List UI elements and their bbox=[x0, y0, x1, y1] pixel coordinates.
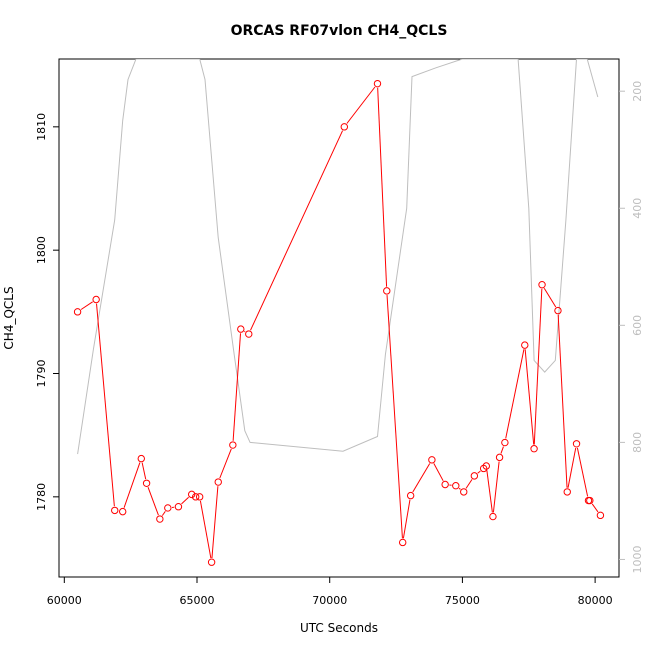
series-segment bbox=[533, 288, 543, 445]
series-segment bbox=[386, 295, 403, 539]
series-segment bbox=[232, 333, 242, 441]
data-point bbox=[195, 493, 204, 501]
series-segment bbox=[346, 86, 376, 124]
plot-frame bbox=[58, 58, 620, 578]
data-point bbox=[495, 453, 504, 462]
data-point bbox=[441, 480, 449, 489]
y2-tick-label: 400 bbox=[631, 198, 644, 219]
data-point bbox=[174, 503, 183, 511]
series-segment bbox=[199, 500, 212, 559]
series-segment bbox=[576, 447, 589, 497]
data-point bbox=[142, 479, 151, 487]
data-point bbox=[482, 462, 490, 470]
data-point bbox=[572, 440, 581, 448]
data-point bbox=[237, 325, 245, 333]
series-segment bbox=[477, 470, 481, 474]
data-point bbox=[111, 506, 119, 515]
data-point bbox=[406, 491, 415, 500]
series-segment bbox=[250, 130, 344, 331]
y-tick-label: 1790 bbox=[35, 360, 48, 388]
x-axis-label: UTC Seconds bbox=[300, 621, 378, 635]
x-tick-label: 70000 bbox=[312, 594, 347, 607]
series-segment bbox=[141, 462, 147, 480]
series-segment bbox=[591, 503, 599, 513]
series-layer bbox=[73, 59, 605, 566]
y-tick-label: 1800 bbox=[35, 236, 48, 264]
series-segment bbox=[80, 301, 93, 310]
data-point bbox=[501, 438, 509, 447]
y2-tick-label: 800 bbox=[631, 432, 644, 453]
data-point bbox=[489, 512, 497, 521]
data-point bbox=[554, 306, 562, 315]
series-segment bbox=[96, 303, 115, 507]
data-point bbox=[428, 456, 436, 464]
data-point bbox=[73, 308, 82, 316]
chart-title: ORCAS RF07vlon CH4_QCLS bbox=[231, 23, 448, 39]
data-point bbox=[538, 281, 546, 289]
y-axis-label: CH4_QCLS bbox=[2, 286, 16, 349]
data-point bbox=[563, 488, 571, 496]
data-point bbox=[164, 504, 172, 512]
data-point bbox=[452, 482, 460, 490]
data-point bbox=[207, 558, 216, 566]
x-tick-label: 60000 bbox=[47, 594, 82, 607]
series-segment bbox=[123, 462, 141, 508]
data-point bbox=[137, 454, 145, 463]
data-point bbox=[92, 295, 100, 304]
series-segment bbox=[505, 349, 525, 439]
series-segment bbox=[465, 479, 473, 489]
data-point bbox=[398, 538, 407, 547]
data-point bbox=[383, 287, 391, 295]
data-point bbox=[118, 507, 127, 516]
series-segment bbox=[147, 487, 159, 516]
data-point bbox=[214, 478, 222, 486]
series-segment bbox=[377, 87, 388, 287]
series-segment bbox=[412, 463, 431, 493]
data-point bbox=[460, 488, 468, 496]
x-tick-label: 75000 bbox=[445, 594, 480, 607]
data-point bbox=[156, 515, 164, 523]
y2-tick-label: 200 bbox=[631, 81, 644, 102]
series-segment bbox=[567, 447, 577, 488]
data-point bbox=[245, 330, 253, 338]
data-point bbox=[373, 79, 382, 88]
data-point bbox=[188, 490, 196, 499]
axis-layer: 60000 65000 70000 75000 80000 1780 1790 1800 181… bbox=[35, 81, 644, 607]
series-segment bbox=[181, 496, 189, 505]
series-segment bbox=[458, 487, 461, 490]
series-segment bbox=[524, 349, 535, 445]
y2-tick-label: 600 bbox=[631, 315, 644, 336]
series-segment bbox=[543, 288, 557, 308]
data-point bbox=[191, 493, 200, 501]
y-tick-label: 1780 bbox=[35, 483, 48, 511]
y2-tick-label: 1000 bbox=[631, 545, 644, 573]
data-point bbox=[229, 441, 237, 449]
data-point bbox=[596, 511, 605, 520]
x-tick-label: 65000 bbox=[180, 594, 215, 607]
data-point bbox=[521, 341, 529, 349]
x-tick-label: 80000 bbox=[578, 594, 613, 607]
y-tick-label: 1810 bbox=[35, 113, 48, 141]
series-segment bbox=[433, 463, 444, 482]
series-segment bbox=[244, 330, 246, 333]
data-point bbox=[340, 123, 349, 131]
series-segment bbox=[492, 461, 500, 513]
series-segment bbox=[557, 314, 568, 488]
data-point bbox=[586, 496, 594, 505]
series-segment bbox=[486, 470, 493, 513]
series-segment bbox=[211, 486, 219, 559]
series-line-right bbox=[77, 59, 599, 455]
series-segment bbox=[161, 511, 166, 516]
data-point bbox=[530, 445, 538, 453]
series-segment bbox=[219, 448, 232, 479]
series-segment bbox=[402, 499, 411, 539]
series-segment bbox=[500, 446, 504, 454]
data-point bbox=[470, 472, 479, 480]
